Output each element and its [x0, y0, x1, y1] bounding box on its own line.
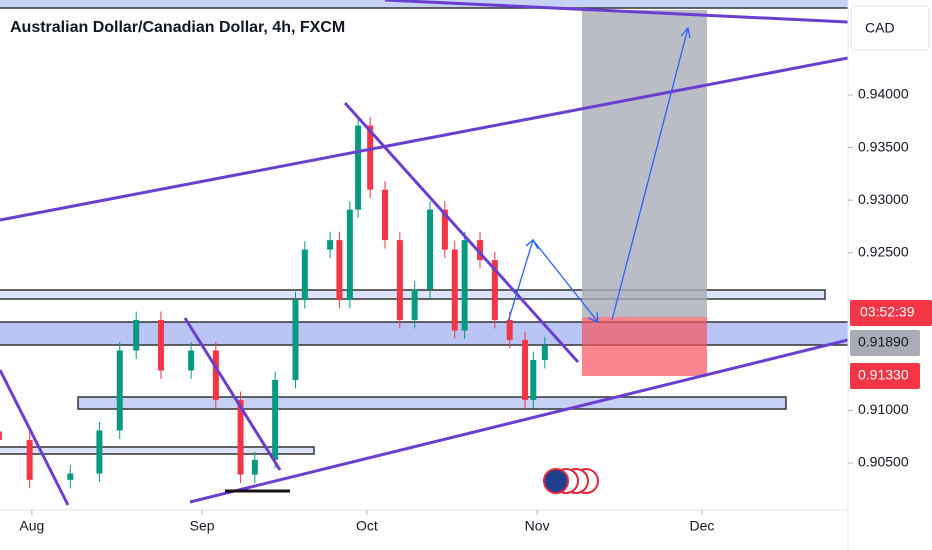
trend-line	[183, 317, 282, 471]
currency[interactable]: CAD	[865, 20, 895, 36]
zone	[0, 446, 315, 455]
candle-body	[26, 439, 33, 480]
candle-body	[212, 350, 219, 400]
trend-line	[343, 101, 580, 364]
candle-body	[427, 209, 434, 290]
y-tick-label: 0.94000	[858, 86, 909, 102]
zone	[77, 396, 787, 410]
candle-body	[506, 320, 513, 340]
candle-body	[133, 320, 140, 351]
candle-body	[67, 473, 74, 480]
zone	[0, 0, 848, 9]
stop-box	[582, 317, 707, 376]
arrow-head	[587, 311, 599, 324]
x-tick-label: Dec	[689, 518, 714, 534]
trend-line	[0, 56, 848, 222]
y-tick-label: 0.93000	[858, 191, 909, 207]
target-box	[582, 10, 707, 317]
y-tick-label: 0.91000	[858, 401, 909, 417]
candle-body	[522, 340, 529, 400]
candle-body	[541, 345, 548, 360]
candle-body	[96, 430, 103, 474]
drawings	[0, 0, 848, 455]
x-tick-label: Sep	[190, 518, 215, 534]
candle-body	[237, 399, 244, 475]
x-tick-label: Oct	[356, 518, 378, 534]
candle-body	[116, 350, 123, 431]
candle-body	[367, 125, 374, 190]
countdown: 03:52:39	[860, 304, 915, 320]
candle-body	[272, 379, 279, 460]
logo	[543, 468, 599, 494]
candle-body	[382, 189, 389, 241]
candle-body	[451, 249, 458, 331]
price-label-box	[850, 330, 920, 356]
chart-title: Australian Dollar/Canadian Dollar, 4h, F…	[10, 19, 345, 36]
candle-body	[491, 260, 498, 321]
candle-body	[188, 350, 195, 371]
y-tick-label: 0.92500	[858, 243, 909, 259]
candle-body	[396, 240, 403, 321]
arrow-head	[680, 26, 691, 39]
candle-body	[0, 431, 2, 440]
candle-body	[301, 249, 308, 301]
candle-body	[530, 359, 537, 400]
trend-line	[0, 369, 70, 506]
candle-body	[292, 300, 299, 380]
candle-body	[346, 209, 353, 301]
candle-body	[336, 240, 343, 301]
candles	[0, 117, 548, 489]
y-tick-label: 0.90500	[858, 454, 909, 470]
projection	[507, 26, 691, 324]
trend-lines	[0, 0, 848, 506]
zone	[0, 321, 848, 346]
trend-line	[189, 338, 848, 504]
candle-body	[441, 209, 448, 250]
x-tick-label: Aug	[19, 518, 44, 534]
price-label: 0.91330	[858, 367, 909, 383]
candle-body	[157, 320, 164, 371]
trend-line	[384, 0, 848, 24]
currency-box[interactable]	[850, 5, 930, 51]
price-label-box	[850, 363, 920, 389]
candle-body	[327, 240, 334, 250]
price-label-box	[850, 300, 932, 326]
x-tick-label: Nov	[525, 518, 550, 534]
candle-body	[411, 289, 418, 321]
candle-body	[355, 125, 362, 210]
candle-body	[251, 459, 258, 475]
price-label: 0.91890	[858, 334, 909, 350]
path-arrow	[611, 27, 689, 321]
y-tick-label: 0.93500	[858, 138, 909, 154]
candle-body	[461, 240, 468, 331]
candle-body	[477, 240, 484, 261]
arrow-head	[525, 238, 539, 250]
